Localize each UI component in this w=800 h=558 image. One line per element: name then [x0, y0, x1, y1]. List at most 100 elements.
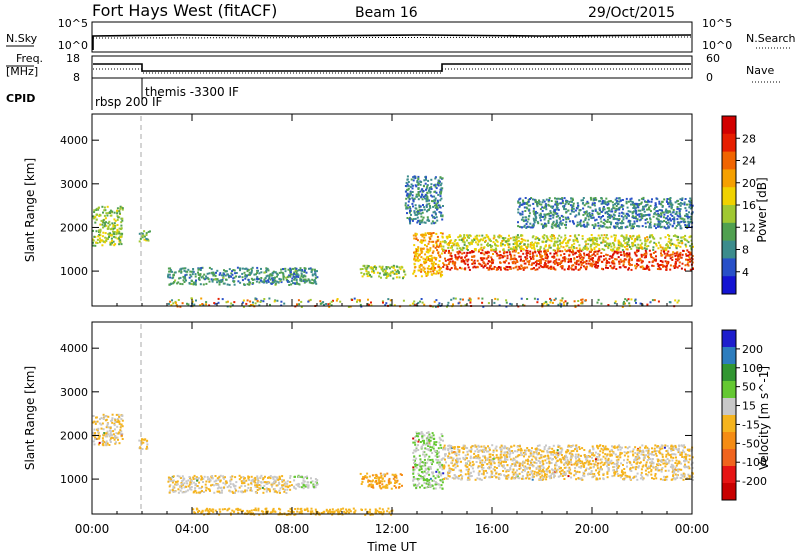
velocity-cell [417, 485, 419, 487]
power-cell [545, 263, 547, 265]
power-cell [518, 198, 520, 200]
velocity-cell [198, 477, 200, 479]
power-cell [628, 261, 630, 263]
power-cell [424, 244, 426, 246]
velocity-cell [376, 483, 378, 485]
power-cell [545, 252, 547, 254]
velocity-cell [276, 477, 278, 479]
power-cell [378, 275, 380, 277]
power-cell [534, 251, 536, 253]
power-cell [209, 267, 211, 269]
power-cell [257, 270, 259, 272]
power-cell [279, 272, 281, 274]
power-cell [488, 260, 490, 262]
power-cell [450, 247, 452, 249]
power-cell [219, 281, 221, 283]
power-cell [246, 276, 248, 278]
velocity-cell [419, 486, 421, 488]
power-cell [531, 263, 533, 265]
velocity-cell [427, 436, 429, 438]
velocity-cell [272, 476, 274, 478]
power-cell [631, 269, 633, 271]
power-cell [433, 216, 435, 218]
power-cell [311, 282, 313, 284]
power-cell [521, 226, 523, 228]
power-cell [534, 298, 536, 300]
power-cell [422, 258, 424, 260]
power-cell [600, 225, 602, 227]
power-cell [99, 224, 101, 226]
power-cell [540, 262, 542, 264]
power-cell [539, 201, 541, 203]
velocity-cell [429, 440, 431, 442]
power-cell [550, 268, 552, 270]
power-cell [527, 261, 529, 263]
velocity-cell [205, 484, 207, 486]
power-cell [618, 251, 620, 253]
power-cell [683, 220, 685, 222]
power-cell [592, 210, 594, 212]
power-cell [613, 252, 615, 254]
velocity-cell [383, 486, 385, 488]
velocity-cell [390, 482, 392, 484]
power-cell [624, 255, 626, 257]
power-cell [198, 269, 200, 271]
power-cell [420, 234, 422, 236]
power-cell [493, 237, 495, 239]
power-cell [504, 262, 506, 264]
power-cell [457, 253, 459, 255]
power-cell [657, 210, 659, 212]
power-cell [557, 249, 559, 251]
power-cell [427, 251, 429, 253]
velocity-cell [106, 435, 108, 437]
power-cell [189, 282, 191, 284]
power-cell [638, 225, 640, 227]
power-cell [544, 206, 546, 208]
power-cell [452, 260, 454, 262]
power-cell [554, 260, 556, 262]
velocity-cell [424, 482, 426, 484]
power-cell [247, 299, 249, 301]
velocity-cell [116, 414, 118, 416]
power-cell [578, 244, 580, 246]
velocity-cell [441, 433, 443, 435]
velocity-cell [418, 432, 420, 434]
velocity-cell [266, 483, 268, 485]
power-cell [242, 268, 244, 270]
power-cell [655, 255, 657, 257]
power-cell [556, 262, 558, 264]
power-cell [315, 283, 317, 285]
power-cell [433, 272, 435, 274]
power-cell [463, 247, 465, 249]
power-cell [469, 269, 471, 271]
power-cell [414, 175, 416, 177]
colorbar-tick-label: 20 [742, 177, 756, 190]
velocity-cell [281, 484, 283, 486]
power-cell [528, 209, 530, 211]
power-cell [547, 249, 549, 251]
power-cell [432, 220, 434, 222]
power-cell [262, 281, 264, 283]
power-cell [607, 254, 609, 256]
power-cell [656, 197, 658, 199]
power-cell [612, 256, 614, 258]
power-cell [629, 235, 631, 237]
power-cell [568, 261, 570, 263]
power-cell [184, 274, 186, 276]
power-cell [561, 197, 563, 199]
power-cell [225, 279, 227, 281]
velocity-cell [260, 481, 262, 483]
velocity-cell [435, 444, 437, 446]
power-cell [187, 269, 189, 271]
power-cell [653, 213, 655, 215]
power-cell [539, 217, 541, 219]
power-cell [438, 302, 440, 304]
power-cell [434, 267, 436, 269]
power-region-6 [442, 234, 694, 251]
power-cell [534, 219, 536, 221]
power-cell [522, 217, 524, 219]
power-cell [185, 280, 187, 282]
power-cell [645, 205, 647, 207]
power-cell [557, 244, 559, 246]
power-cell [597, 302, 599, 304]
